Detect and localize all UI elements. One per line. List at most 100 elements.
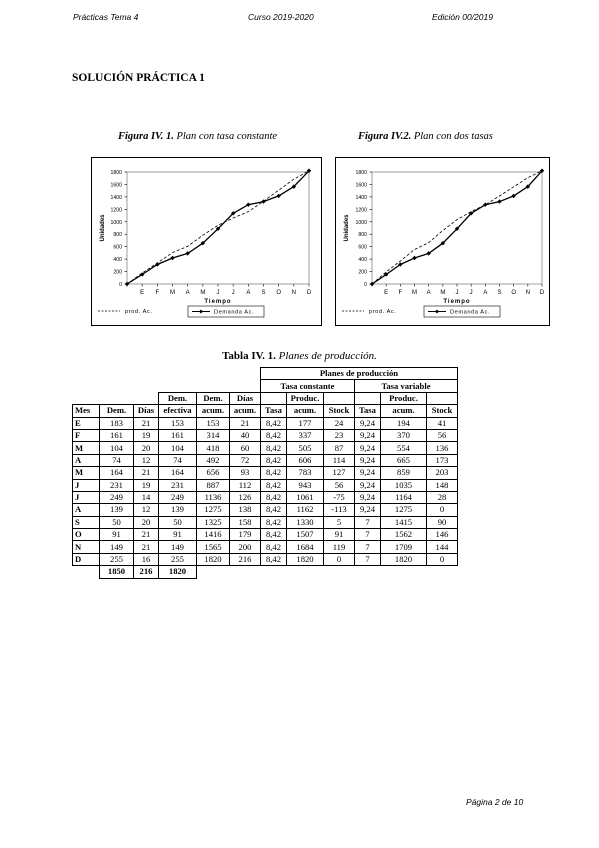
table-cell: 7: [354, 515, 381, 530]
table-cell: 91: [99, 528, 134, 542]
month-cell: O: [72, 528, 100, 542]
header-dem-efectiva-bottom: efectiva: [158, 404, 197, 418]
x-tick-label: J: [456, 290, 459, 296]
table-cell: 9,24: [354, 441, 381, 455]
total-dem: 1850: [99, 565, 134, 579]
table-cell: 139: [99, 503, 134, 517]
table-cell: 74: [99, 453, 134, 468]
header-stock-variable: Stock: [426, 404, 458, 418]
table-cell: 16: [133, 552, 159, 567]
month-cell: E: [72, 416, 100, 430]
table-cell: 1164: [380, 490, 427, 505]
table-cell: 1061: [286, 490, 324, 505]
x-tick-label: F: [155, 290, 159, 296]
table-cell: 1820: [380, 552, 427, 567]
totals-row: 1850 216 1820: [73, 565, 458, 579]
table-cell: 87: [323, 441, 355, 455]
month-cell: S: [72, 515, 100, 530]
table-header-row-2: Tasa constante Tasa variable: [73, 379, 458, 393]
y-tick-label: 600: [113, 245, 122, 251]
legend-demanda-ac-marker: [435, 309, 439, 314]
x-tick-label: M: [440, 290, 445, 296]
table-cell: 8,42: [260, 490, 287, 505]
table-row: J 249 14 249 1136 126 8,42 1061 -75 9,24 1164 28: [72, 490, 458, 505]
x-tick-label: D: [540, 290, 545, 296]
table-row: D 255 16 255 1820 216 8,42 1820 0 7 1820 0: [72, 552, 458, 567]
table-row: N 149 21 149 1565 200 8,42 1684 119 7 1709 144: [72, 540, 458, 554]
table-cell: 9,24: [354, 490, 381, 505]
demanda-ac-point: [230, 211, 236, 216]
demanda-ac-point: [291, 184, 297, 189]
table-cell: 231: [99, 478, 134, 492]
table-cell: 21: [133, 540, 159, 554]
month-cell: M: [72, 466, 100, 480]
demanda-ac-point: [306, 168, 312, 173]
y-tick-label: 1200: [355, 207, 367, 213]
table-cell: 24: [323, 416, 355, 430]
demanda-ac-point: [215, 226, 221, 232]
header-dem-efectiva-top: Dem.: [158, 391, 197, 406]
table-cell: 656: [196, 466, 230, 480]
table-cell: 9,24: [354, 478, 381, 492]
header-dias-acum-top: Días: [229, 391, 261, 406]
legend-demanda-ac-label: Demanda Ac.: [214, 310, 254, 316]
table-cell: 1684: [286, 540, 324, 554]
table-cell: 231: [158, 478, 197, 492]
prod-ac-line: [126, 170, 310, 285]
y-tick-label: 1600: [355, 182, 367, 188]
table-cell: 249: [158, 490, 197, 505]
x-tick-label: M: [412, 290, 417, 296]
demanda-ac-point: [454, 226, 460, 232]
table-cell: 255: [158, 552, 197, 567]
y-tick-label: 0: [364, 282, 367, 288]
x-tick-label: J: [232, 290, 235, 296]
table-cell: 203: [426, 466, 458, 480]
table-row: O 91 21 91 1416 179 8,42 1507 91 7 1562 146: [72, 528, 458, 542]
demanda-ac-point: [497, 199, 502, 204]
table-row: A 139 12 139 1275 138 8,42 1162 -113 9,24 1275 0: [72, 503, 458, 517]
table-cell: 14: [133, 490, 159, 505]
header-acum-constant: acum.: [286, 404, 324, 418]
header-variable-rate: Tasa variable: [354, 379, 458, 393]
table-cell: 1330: [286, 515, 324, 530]
table-cell: 9,24: [354, 428, 381, 443]
month-cell: A: [72, 453, 100, 468]
legend-demanda-ac-marker: [199, 309, 203, 314]
header-dias-acum-bottom: acum.: [229, 404, 261, 418]
demanda-ac-point: [539, 168, 545, 173]
table-cell: 1565: [196, 540, 230, 554]
table-cell: 93: [229, 466, 261, 480]
table-cell: 19: [133, 428, 159, 443]
table-cell: 9,24: [354, 453, 381, 468]
table-cell: 8,42: [260, 503, 287, 517]
table-cell: 112: [229, 478, 261, 492]
table-cell: 492: [196, 453, 230, 468]
header-edition: Edición 00/2019: [432, 12, 493, 22]
total-dem-efectiva: 1820: [158, 565, 197, 579]
x-tick-label: A: [483, 290, 487, 296]
figure-2-title: Figura IV.2. Plan con dos tasas: [358, 131, 493, 142]
table-row: S 50 20 50 1325 158 8,42 1330 5 7 1415 90: [72, 515, 458, 530]
table-cell: 370: [380, 428, 427, 443]
table-cell: 50: [158, 515, 197, 530]
legend-box: [423, 305, 501, 318]
legend-box: [187, 305, 265, 318]
table-cell: -75: [323, 490, 355, 505]
table-row: M 164 21 164 656 93 8,42 783 127 9,24 859 203: [72, 466, 458, 480]
table-cell: 21: [133, 528, 159, 542]
table-cell: 8,42: [260, 552, 287, 567]
table-cell: 164: [99, 466, 134, 480]
table-cell: 138: [229, 503, 261, 517]
y-tick-label: 800: [358, 232, 367, 238]
demanda-ac-point: [155, 262, 160, 267]
demanda-ac-point: [185, 251, 190, 256]
demanda-ac-point: [412, 255, 417, 261]
table-cell: 56: [323, 478, 355, 492]
section-title: SOLUCIÓN PRÁCTICA 1: [72, 72, 205, 84]
table-cell: 91: [323, 528, 355, 542]
y-tick-label: 1000: [110, 220, 122, 226]
table-header-row-4: Mes Dem. Días efectiva acum. acum. Tasa …: [72, 404, 458, 418]
header-dem-acum-top: Dem.: [196, 391, 230, 406]
table-cell: 21: [229, 416, 261, 430]
table-cell: 28: [426, 490, 458, 505]
